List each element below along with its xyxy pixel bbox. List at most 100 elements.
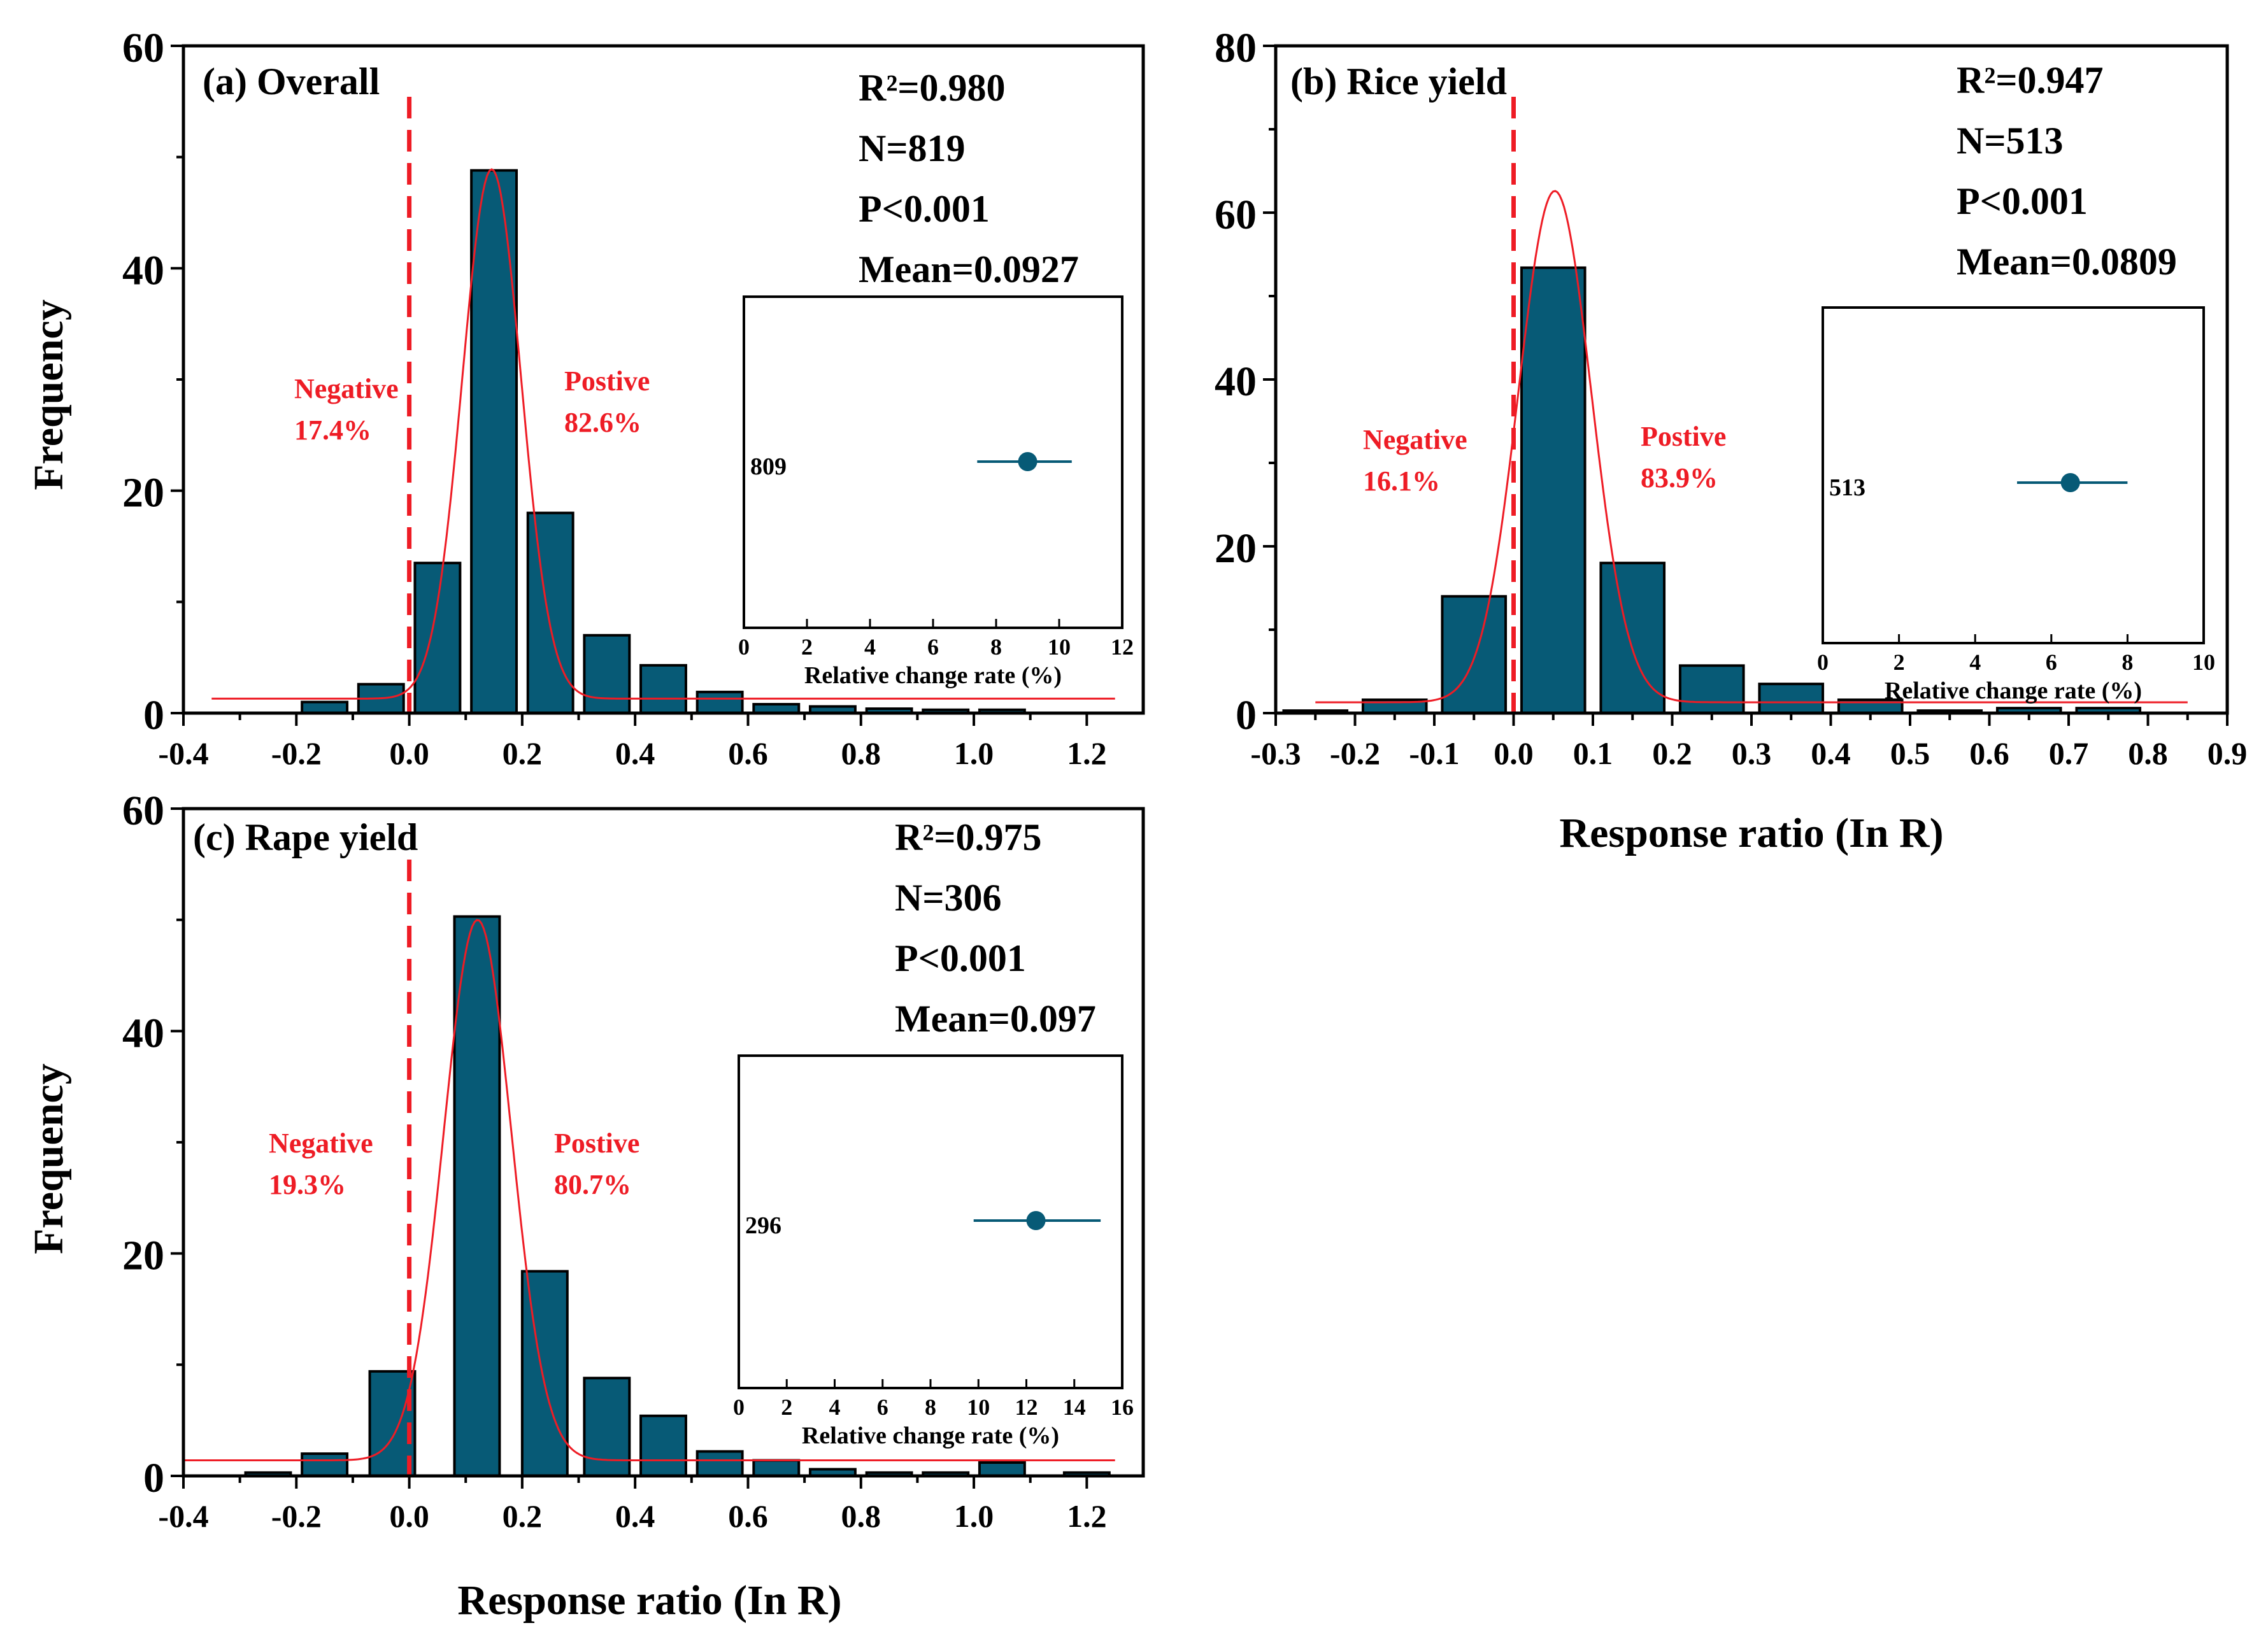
x-tick-label: -0.2	[271, 735, 322, 771]
y-axis: 0 20 40 60	[122, 25, 183, 739]
inset-mean-point	[1026, 1211, 1046, 1230]
bar	[695, 1450, 744, 1477]
inset-x-tick-label: 0	[1817, 649, 1829, 675]
panel-title: (a) Overall	[203, 60, 380, 103]
inset-x-tick-label: 2	[1894, 649, 1905, 675]
fit-curve	[1315, 190, 2188, 704]
inset-x-tick-label: 6	[2046, 649, 2057, 675]
x-tick-label: -0.4	[158, 735, 208, 771]
bar	[301, 700, 349, 714]
bar	[978, 1461, 1026, 1478]
bar	[639, 663, 687, 714]
inset-mean-point	[1018, 452, 1038, 471]
y-tick-label: 40	[122, 247, 164, 294]
positive-percent: 83.9%	[1641, 462, 1718, 493]
inset-x-axis-title: Relative change rate (%)	[802, 1422, 1059, 1449]
y-tick-label: 60	[122, 788, 164, 834]
stat-line: Mean=0.097	[895, 998, 1096, 1040]
y-tick-label: 60	[1215, 192, 1257, 238]
x-axis: -0.3 -0.2 -0.1 0.0 0.1 0.2 0.3 0.4 0.5 0.6 0.7 0.8 0…	[1250, 713, 2247, 771]
x-tick-label: 0.9	[2207, 735, 2248, 771]
bar	[752, 1459, 801, 1477]
y-axis: 0 20 40 60	[122, 788, 183, 1501]
inset-x-tick-label: 8	[2122, 649, 2133, 675]
y-tick-label: 0	[1236, 692, 1257, 739]
x-tick-label: -0.2	[271, 1498, 322, 1534]
stat-line: N=306	[895, 877, 1002, 919]
x-axis-title: Response ratio (In R)	[457, 1577, 841, 1624]
inset-frame	[1822, 306, 2205, 644]
negative-label: Negative	[269, 1128, 373, 1159]
stat-line: Mean=0.0927	[859, 248, 1079, 290]
bar	[453, 915, 501, 1477]
inset-sample-size: 809	[750, 453, 787, 480]
y-tick-label: 20	[1215, 525, 1257, 572]
stat-line: N=819	[859, 127, 966, 169]
inset-x-tick-label: 10	[1048, 634, 1071, 660]
positive-percent: 80.7%	[554, 1169, 631, 1200]
bar	[695, 690, 744, 715]
y-tick-label: 0	[143, 692, 164, 739]
stat-line: P<0.001	[1957, 180, 2088, 222]
negative-label: Negative	[1363, 424, 1467, 455]
inset-x-tick-label: 14	[1063, 1394, 1086, 1420]
inset-x-tick-label: 12	[1015, 1394, 1038, 1420]
inset-x-tick-label: 6	[927, 634, 939, 660]
y-tick-label: 60	[122, 25, 164, 71]
inset-x-tick-label: 10	[2192, 649, 2215, 675]
y-axis-title: Frequency	[25, 299, 72, 490]
x-tick-label: -0.3	[1250, 735, 1301, 771]
inset-x-tick-label: 8	[925, 1394, 936, 1420]
y-tick-label: 0	[143, 1455, 164, 1501]
inset-x-tick-label: 0	[738, 634, 750, 660]
bar	[1441, 595, 1508, 714]
inset-x-tick-label: 8	[990, 634, 1002, 660]
positive-label: Postive	[564, 365, 650, 397]
x-tick-label: 0.2	[503, 1498, 543, 1534]
x-tick-label: 1.0	[954, 1498, 994, 1534]
inset-x-tick-label: 0	[733, 1394, 745, 1420]
stat-line: N=513	[1957, 120, 2064, 162]
x-axis: -0.4 -0.2 0.0 0.2 0.4 0.6 0.8 1.0 1.2	[158, 1476, 1107, 1534]
x-tick-label: 0.6	[728, 1498, 768, 1534]
x-tick-label: 1.0	[954, 735, 994, 771]
x-tick-label: 0.4	[615, 1498, 655, 1534]
inset-x-axis-title: Relative change rate (%)	[1885, 677, 2142, 704]
stat-line: P<0.001	[859, 188, 990, 230]
bar	[1678, 664, 1745, 714]
negative-percent: 16.1%	[1363, 465, 1440, 497]
inset-plot: 0 2 4 6 8 10 12 Relative change rate (%) 809	[738, 295, 1134, 689]
y-tick-label: 40	[1215, 358, 1257, 405]
inset-x-tick-label: 10	[967, 1394, 990, 1420]
bar	[470, 169, 518, 715]
x-tick-label: 0.3	[1732, 735, 1772, 771]
x-tick-label: 0.8	[841, 1498, 881, 1534]
inset-x-tick-label: 4	[829, 1394, 841, 1420]
y-tick-label: 80	[1215, 25, 1257, 71]
bar	[583, 634, 631, 715]
x-tick-label: 0.8	[841, 735, 881, 771]
x-tick-label: 1.2	[1067, 1498, 1107, 1534]
y-tick-label: 20	[122, 470, 164, 516]
x-tick-label: -0.1	[1409, 735, 1459, 771]
panel-title: (b) Rice yield	[1290, 60, 1507, 103]
inset-plot: 0 2 4 6 8 10 Relative change rate (%) 513	[1817, 306, 2215, 704]
bars	[1282, 266, 2142, 715]
stat-line: P<0.001	[895, 937, 1026, 979]
fit-curve	[211, 168, 1115, 700]
x-tick-label: 0.0	[389, 1498, 429, 1534]
positive-percent: 82.6%	[564, 407, 641, 438]
bar	[301, 1452, 349, 1477]
x-tick-label: 0.8	[2128, 735, 2168, 771]
y-tick-label: 20	[122, 1233, 164, 1279]
x-tick-label: 0.0	[389, 735, 429, 771]
stat-line: Mean=0.0809	[1957, 241, 2177, 283]
bar	[1520, 266, 1587, 714]
bar	[520, 1270, 569, 1477]
x-tick-label: 0.6	[1969, 735, 2009, 771]
negative-percent: 19.3%	[269, 1169, 346, 1200]
y-axis: 0 20 40 60 80	[1215, 25, 1276, 739]
x-tick-label: 0.2	[1652, 735, 1692, 771]
fit-curve	[183, 919, 1115, 1461]
inset-x-tick-label: 12	[1111, 634, 1134, 660]
